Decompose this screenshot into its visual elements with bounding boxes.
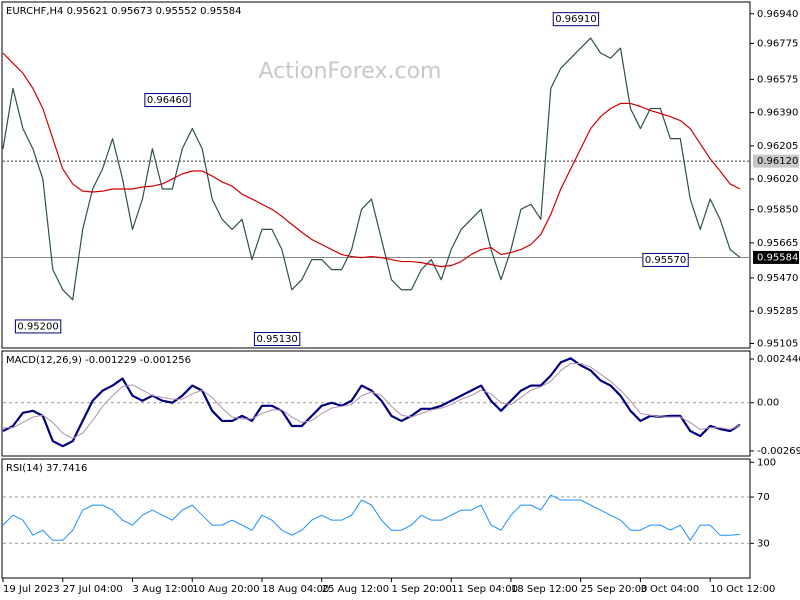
y-tick-label: 0.002446 [757,354,800,365]
x-tick-label: 18 Sep 12:00 [511,584,578,595]
price-label-box [14,319,62,334]
y-tick-label: 0.96940 [757,9,798,20]
series-line [3,362,741,439]
series-line [2,494,741,541]
y-tick-label: 0.95850 [757,205,798,216]
panel-frame [1,1,751,349]
y-tick-label: 70 [757,492,770,503]
level-label-box [753,154,799,168]
y-tick-label: 0.95470 [757,273,798,284]
y-tick-label: 0.95665 [757,238,798,249]
y-tick-label: 0.00 [757,398,779,409]
x-tick-label: 27 Jul 04:00 [63,584,123,595]
y-tick-label: 0.96575 [757,74,798,85]
x-tick-label: 25 Sep 20:00 [581,584,648,595]
price-label-text: 0.95130 [256,334,297,345]
level-label-box [753,250,799,264]
price-label: 0.95130 [253,332,301,347]
x-tick-label: 3 Aug 12:00 [132,584,193,595]
y-tick-label: 100 [757,457,776,468]
series-line [2,37,741,301]
panel-title: MACD(12,26,9) -0.001229 -0.001256 [6,355,191,366]
series-line [2,357,741,448]
level-label: 0.96120 [757,156,798,167]
y-tick-label: 30 [757,538,770,549]
y-tick-label: 0.95285 [757,306,798,317]
price-label-box [552,12,600,27]
x-tick-label: 25 Aug 12:00 [322,584,389,595]
level-label: 0.95584 [757,252,798,263]
watermark: ActionForex.com [259,59,442,84]
price-label: 0.95570 [642,252,689,267]
price-label-box [144,93,191,108]
series-line [2,52,741,268]
y-tick-label: 0.96020 [757,174,798,185]
x-tick-label: 11 Sep 04:00 [451,584,518,595]
panel-frame [1,350,751,457]
x-tick-label: 10 Oct 12:00 [710,584,775,595]
price-label: 0.96460 [144,93,191,108]
price-label-text: 0.96910 [555,14,596,25]
price-label: 0.96910 [552,12,600,27]
x-tick-label: 18 Aug 04:00 [262,584,329,595]
y-tick-label: 0.96775 [757,38,798,49]
price-label-text: 0.95200 [17,321,58,332]
y-tick-label: 0.96205 [757,141,798,152]
price-label-text: 0.96460 [147,95,188,106]
price-label-box [253,332,301,347]
price-label-box [642,252,689,267]
panel-frame [1,458,751,579]
x-tick-label: 19 Jul 2023 [3,584,60,595]
y-tick-label: 0.96390 [757,108,798,119]
y-tick-label: -0.002696 [757,446,800,457]
price-label-text: 0.95570 [645,255,686,266]
y-tick-label: 0.95105 [757,339,798,350]
price-label: 0.95200 [14,319,62,334]
panel-title: RSI(14) 37.7416 [6,463,87,474]
x-tick-label: 1 Sep 20:00 [391,584,451,595]
panel-title: EURCHF,H4 0.95621 0.95673 0.95552 0.9558… [6,6,242,17]
x-tick-label: 10 Aug 20:00 [192,584,259,595]
x-tick-label: 3 Oct 04:00 [640,584,699,595]
